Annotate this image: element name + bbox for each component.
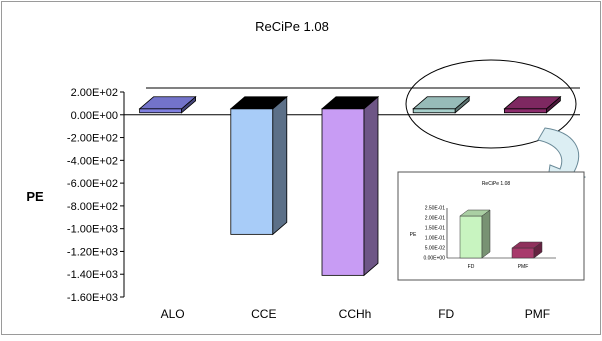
inset-title: ReCiPe 1.08	[482, 181, 511, 187]
inset-bar-fd	[459, 209, 491, 259]
inset-frame	[397, 171, 585, 281]
y-tick-label: -1.60E+03	[67, 292, 118, 304]
x-tick-label: CCE	[251, 307, 276, 321]
inset-bar-front	[459, 215, 483, 259]
inset-bar-pmf	[511, 241, 543, 259]
bar-top	[229, 96, 288, 110]
y-tick-label: 2.00E+02	[71, 87, 118, 99]
x-tick-label: PMF	[525, 307, 550, 321]
bar-pmf	[503, 95, 562, 114]
chart-title: ReCiPe 1.08	[255, 19, 329, 34]
y-tick-label: -6.00E+02	[67, 178, 118, 190]
inset-chart: ReCiPe 1.08 2.50E-01 2.00E-01 1.50E-01 1.00E…	[397, 171, 585, 281]
bar-cchh	[320, 95, 380, 277]
bar-front	[503, 108, 547, 114]
highlight-ellipse	[405, 59, 577, 149]
inset-x-tick-label: PMF	[518, 264, 529, 270]
inset-bar-top	[459, 209, 491, 217]
y-tick-label: -8.00E+02	[67, 201, 118, 213]
x-tick-label: ALO	[161, 307, 185, 321]
plot-area: 2.00E+02 0.00E+00 -2.00E+02 -4.00E+02 -6.00E…	[26, 87, 580, 321]
inset-y-tick-label: 2.00E-01	[425, 216, 446, 222]
inset-bar-front	[511, 247, 535, 259]
bar-top	[320, 96, 380, 110]
bar-cce	[229, 95, 288, 236]
inset-y-tick-label: 5.00E-02	[425, 246, 446, 252]
bar-alo	[138, 95, 197, 114]
inset-y-axis-label: PE	[410, 232, 417, 238]
inset-bar-top	[511, 241, 543, 249]
y-tick-label: -4.00E+02	[67, 155, 118, 167]
y-tick-label: 0.00E+00	[71, 110, 118, 122]
bar-fd	[412, 95, 471, 114]
x-tick-label: FD	[438, 307, 454, 321]
x-tick-label: CCHh	[339, 307, 372, 321]
bar-top	[412, 96, 471, 110]
bar-side	[272, 95, 288, 236]
bar-top	[138, 96, 197, 110]
y-tick-label: -1.20E+03	[67, 246, 118, 258]
y-tick-label: -1.40E+03	[67, 269, 118, 281]
bar-side	[363, 95, 379, 277]
y-tick-label: -1.00E+03	[67, 224, 118, 236]
inset-y-tick-label: 0.00E+00	[423, 256, 445, 262]
inset-x-tick-label: FD	[468, 264, 475, 270]
bar-front	[412, 108, 456, 114]
bar-top	[503, 96, 562, 110]
bar-front	[139, 108, 183, 114]
bar-front	[230, 108, 274, 235]
y-tick-label: -2.00E+02	[67, 133, 118, 145]
bar-front	[321, 108, 365, 276]
y-axis-label: PE	[26, 189, 44, 204]
inset-y-tick-label: 1.50E-01	[425, 226, 446, 232]
inset-y-tick-label: 2.50E-01	[425, 206, 446, 212]
inset-y-tick-label: 1.00E-01	[425, 236, 446, 242]
chart-area-border	[1, 1, 601, 335]
inset-bar-side	[481, 209, 491, 259]
